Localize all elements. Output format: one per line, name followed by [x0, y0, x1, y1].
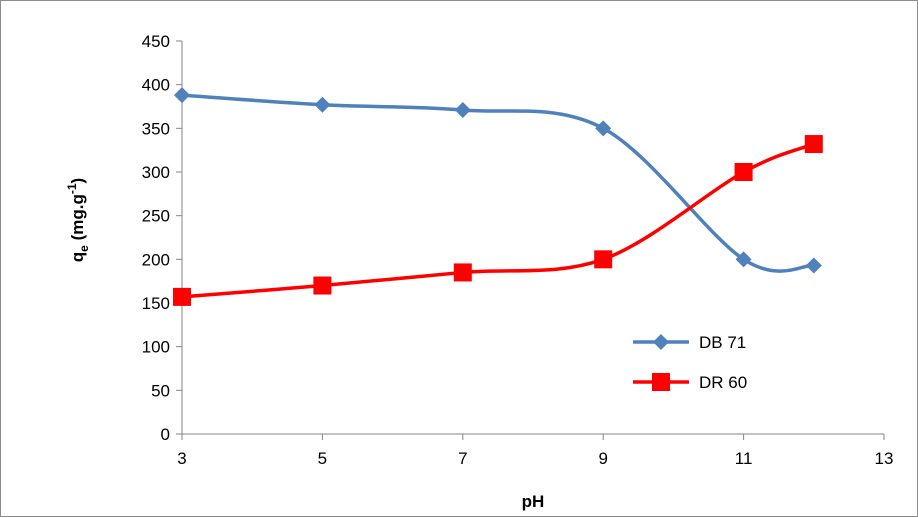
x-tick-label: 7 — [458, 449, 467, 468]
x-tick-label: 13 — [875, 449, 894, 468]
series-layer — [173, 87, 823, 306]
legend-marker-dr-60 — [652, 373, 670, 391]
y-axis-title-unit-close: ) — [68, 178, 87, 184]
series-line-dr-60 — [181, 142, 815, 299]
data-point-db-71 — [314, 96, 331, 113]
y-tick-label: 200 — [142, 250, 170, 269]
y-tick-label: 150 — [142, 294, 170, 313]
y-tick-label: 0 — [161, 425, 170, 444]
axes: 0 50 100 150 200 250 300 350 400 450 3 5 7 9 11 13 — [142, 32, 894, 468]
data-point-db-71 — [805, 257, 822, 274]
data-point-dr-60 — [594, 250, 613, 269]
x-axis-title: pH — [522, 492, 545, 511]
data-point-dr-60 — [453, 263, 472, 282]
legend-entry-db-71: DB 71 — [633, 333, 746, 352]
y-axis-title-unit: (mg.g — [68, 194, 87, 245]
y-axis-title: qe (mg.g-1) — [65, 178, 91, 262]
y-axis-title-subscript: e — [77, 245, 91, 252]
x-tick-label: 9 — [598, 449, 607, 468]
data-point-db-71 — [595, 120, 612, 137]
y-tick-label: 250 — [142, 207, 170, 226]
y-tick-label: 50 — [151, 381, 170, 400]
data-point-dr-60 — [313, 276, 332, 295]
legend-entry-dr-60: DR 60 — [633, 373, 747, 392]
data-point-db-71 — [174, 87, 190, 104]
y-tick-label: 400 — [142, 76, 170, 95]
data-point-dr-60 — [173, 287, 191, 306]
data-point-dr-60 — [804, 135, 823, 154]
y-tick-label: 300 — [142, 163, 170, 182]
series-dr-60 — [173, 135, 823, 306]
legend: DB 71 DR 60 — [633, 333, 747, 392]
y-axis-title-superscript: -1 — [65, 183, 79, 194]
data-point-db-71 — [454, 101, 471, 118]
x-tick-label: 3 — [177, 449, 186, 468]
legend-label-dr-60: DR 60 — [699, 373, 747, 392]
y-axis-title-main: q — [68, 252, 87, 262]
y-tick-label: 100 — [142, 338, 170, 357]
data-point-db-71 — [735, 251, 752, 268]
y-tick-label: 450 — [142, 32, 170, 51]
series-line-db-71 — [181, 93, 814, 273]
legend-label-db-71: DB 71 — [699, 333, 746, 352]
legend-marker-db-71 — [653, 334, 669, 350]
y-tick-label: 350 — [142, 119, 170, 138]
data-point-dr-60 — [734, 163, 753, 181]
x-tick-label: 11 — [735, 449, 753, 468]
x-tick-label: 5 — [318, 449, 327, 468]
series-db-71 — [174, 87, 822, 274]
